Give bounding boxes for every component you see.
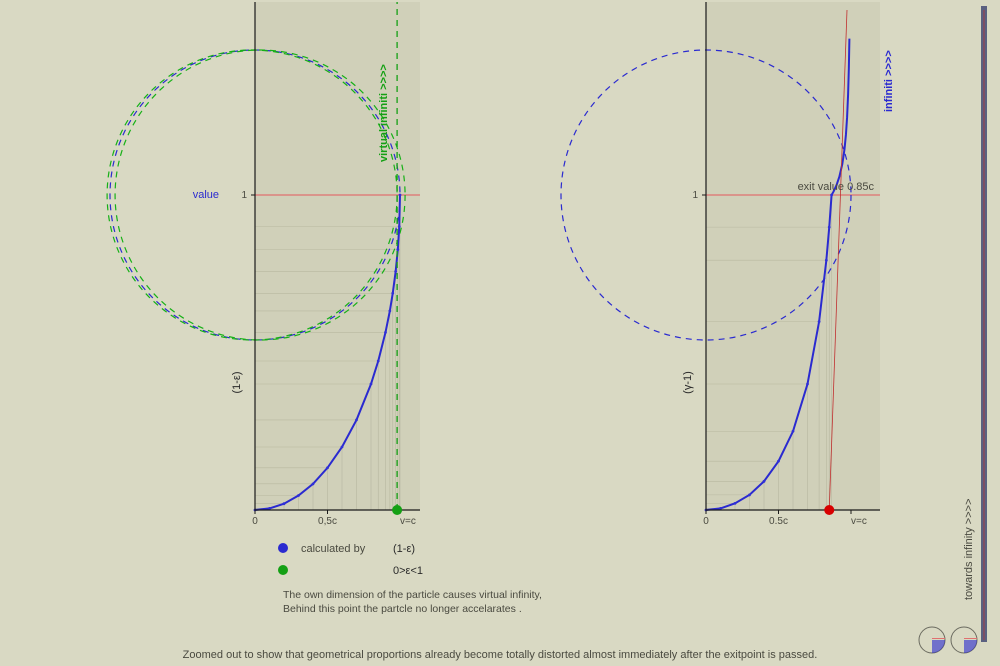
legend-row1-pre: calculated by (301, 543, 366, 555)
legend-note-1: The own dimension of the particle causes… (283, 589, 542, 601)
green-dot-icon (392, 505, 402, 515)
red-dot-icon (824, 505, 834, 515)
left-chart-ytick: 1 (241, 190, 247, 201)
legend-dot-green-icon (278, 565, 288, 575)
overview-label: towards infinity >>>> (963, 498, 975, 600)
diagram-stage: virtual infiniti >>>>particle dimension … (0, 0, 1000, 666)
virtual-infinity-label: virtual infiniti >>>> (378, 64, 390, 162)
left-chart-xtick: 0,5c (318, 516, 337, 527)
left-chart-xtick: 0 (252, 516, 258, 527)
legend-row1-expr: (1-ε) (393, 543, 415, 555)
footer-text: Zoomed out to show that geometrical prop… (183, 649, 818, 661)
exit-value-label: exit value 0.85c (798, 181, 875, 193)
right-chart-ytick: 1 (692, 190, 698, 201)
legend-note-2: Behind this point the partcle no longer … (283, 603, 522, 615)
right-chart-ylabel: (γ-1) (682, 371, 694, 394)
right-chart-xtick: v=c (851, 516, 867, 527)
right-chart-xtick: 0.5c (769, 516, 788, 527)
infinity-label: infiniti >>>> (883, 50, 895, 112)
legend-row2-expr: 0>ε<1 (393, 565, 423, 577)
value-label: value (193, 189, 219, 201)
legend-dot-blue-icon (278, 543, 288, 553)
left-chart-ylabel: (1-ε) (231, 371, 243, 393)
left-chart-xtick: v=c (400, 516, 416, 527)
right-chart-xtick: 0 (703, 516, 709, 527)
